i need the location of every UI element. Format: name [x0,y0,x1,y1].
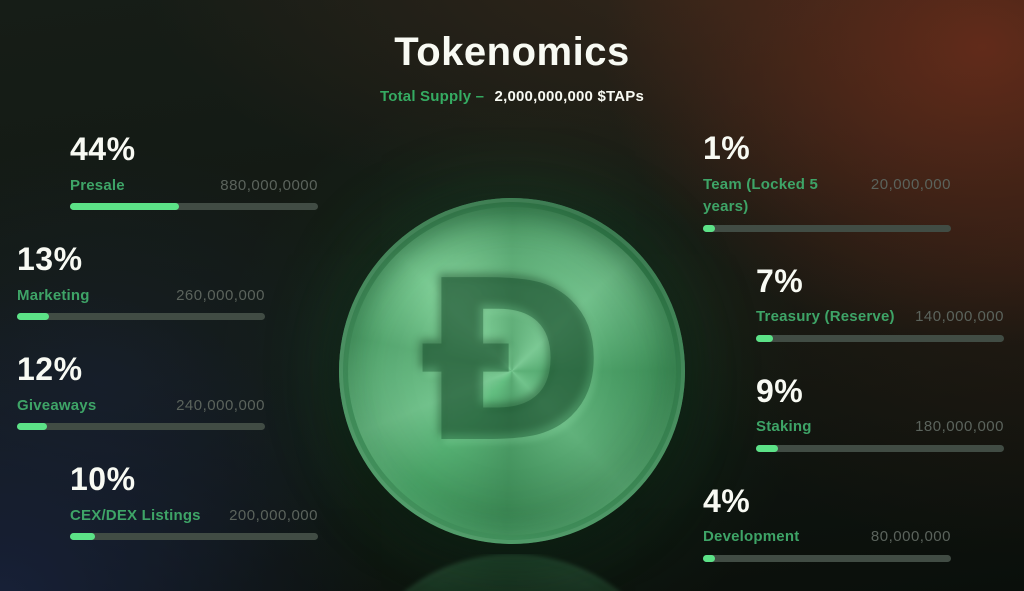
header: Tokenomics Total Supply – 2,000,000,000 … [0,30,1024,105]
allocation-amount: 260,000,000 [176,286,265,304]
allocation-label: Staking [756,418,812,436]
allocation-amount: 80,000,000 [870,528,951,546]
allocation-amount: 180,000,000 [915,418,1004,436]
allocation-label: Marketing [17,286,90,304]
progress-fill [70,203,180,211]
progress-fill [703,224,715,232]
allocation-label-row: CEX/DEX Listings 200,000,000 [70,505,318,528]
allocation-label-row: Staking 180,000,000 [756,416,1004,439]
allocation-amount: 140,000,000 [915,308,1004,326]
allocation-label-row: Development 80,000,000 [703,526,951,549]
allocation-percent: 4% [703,482,751,519]
allocation-item: 7% Treasury (Reserve) 140,000,000 [756,262,1004,342]
allocation-label: Presale [70,176,125,194]
allocation-label-row: Team (Locked 5 years) 20,000,000 [703,174,951,219]
allocation-amount: 240,000,000 [176,396,265,414]
allocation-percent: 44% [70,131,136,167]
allocation-column-left: 44% Presale 880,000,0000 13% Marketing 2… [17,131,327,573]
allocation-column-right: 1% Team (Locked 5 years) 20,000,000 7% T… [703,130,1013,591]
allocation-label: CEX/DEX Listings [70,506,201,524]
d-stroke-logo-reflection-icon: Đ [339,562,685,591]
progress-fill [70,533,95,541]
allocation-amount: 880,000,0000 [220,176,318,194]
total-supply-value: 2,000,000,000 $TAPs [494,88,645,105]
coin-reflection-face: Đ [339,554,685,591]
allocation-label: Team (Locked 5 years) [703,175,819,216]
coin-reflection: Đ [339,554,685,591]
progress-fill [17,423,47,431]
progress-fill [703,554,715,562]
allocation-item: 44% Presale 880,000,0000 [70,131,318,211]
total-supply-label: Total Supply – [379,88,485,105]
allocation-item: 12% Giveaways 240,000,000 [17,351,265,431]
allocation-label-row: Presale 880,000,0000 [70,175,318,198]
allocation-label-row: Treasury (Reserve) 140,000,000 [756,306,1004,329]
page-title: Tokenomics [394,30,630,74]
coin-brushed-texture [348,207,676,535]
allocation-item: 1% Team (Locked 5 years) 20,000,000 [703,130,951,232]
allocation-percent: 1% [703,130,751,166]
allocation-percent: 9% [756,372,804,409]
allocation-item: 10% CEX/DEX Listings 200,000,000 [70,461,318,541]
progress-bar [756,444,1004,452]
progress-bar [703,554,951,562]
progress-bar [703,224,951,232]
progress-bar [17,423,265,431]
coin-face: Đ [339,198,685,544]
allocation-percent: 12% [17,351,83,388]
allocation-amount: 20,000,000 [870,175,951,193]
progress-bar [70,533,318,541]
allocation-label: Treasury (Reserve) [756,308,895,326]
allocation-label: Giveaways [17,396,97,414]
progress-fill [756,444,779,452]
allocation-percent: 7% [756,262,804,299]
allocation-amount: 200,000,000 [229,506,318,524]
token-coin: Đ [339,198,685,544]
progress-fill [756,334,774,342]
allocation-label-row: Giveaways 240,000,000 [17,395,265,418]
allocation-item: 9% Staking 180,000,000 [756,372,1004,452]
allocation-percent: 13% [17,241,83,278]
progress-bar [17,313,265,321]
progress-bar [70,203,318,211]
progress-fill [17,313,50,321]
allocation-item: 13% Marketing 260,000,000 [17,241,265,321]
allocation-label-row: Marketing 260,000,000 [17,285,265,308]
allocation-item: 4% Development 80,000,000 [703,482,951,562]
allocation-label: Development [703,528,800,546]
d-stroke-logo-icon: Đ [418,234,605,492]
allocation-percent: 10% [70,461,136,498]
total-supply: Total Supply – 2,000,000,000 $TAPs [0,88,1024,105]
progress-bar [756,334,1004,342]
